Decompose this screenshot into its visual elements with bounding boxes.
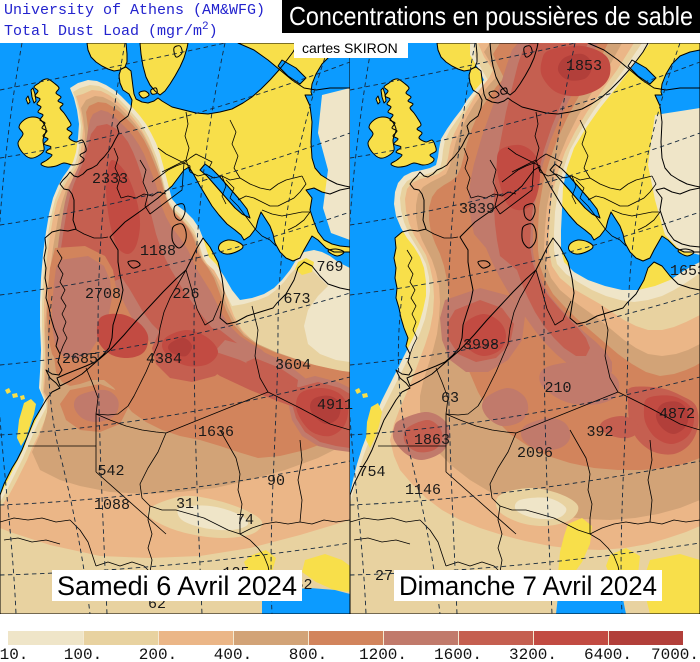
svg-text:226: 226 (172, 286, 199, 303)
svg-text:1600.: 1600. (434, 646, 482, 662)
svg-text:1200.: 1200. (359, 646, 407, 662)
svg-text:3839: 3839 (459, 201, 495, 218)
svg-text:769: 769 (316, 259, 343, 276)
svg-text:27: 27 (375, 568, 393, 585)
svg-text:cartes SKIRON: cartes SKIRON (302, 40, 398, 56)
svg-text:2708: 2708 (85, 286, 121, 303)
svg-text:4872: 4872 (659, 406, 695, 423)
svg-text:3604: 3604 (275, 357, 311, 374)
svg-text:200.: 200. (139, 646, 177, 662)
svg-text:1146: 1146 (405, 482, 441, 499)
svg-text:210: 210 (544, 380, 571, 397)
svg-text:2685: 2685 (62, 351, 98, 368)
svg-text:1853: 1853 (566, 58, 602, 75)
svg-text:392: 392 (586, 424, 613, 441)
svg-text:673: 673 (283, 291, 310, 308)
svg-text:400.: 400. (214, 646, 252, 662)
svg-text:Samedi 6 Avril 2024: Samedi 6 Avril 2024 (57, 571, 297, 601)
svg-text:6400.: 6400. (584, 646, 632, 662)
svg-text:3998: 3998 (463, 337, 499, 354)
svg-text:1636: 1636 (198, 424, 234, 441)
svg-text:University of Athens (AM&WFG): University of Athens (AM&WFG) (4, 2, 265, 19)
svg-text:754: 754 (358, 464, 385, 481)
svg-text:Concentrations en poussières d: Concentrations en poussières de sable (289, 1, 693, 31)
svg-text:3200.: 3200. (509, 646, 557, 662)
svg-text:2333: 2333 (92, 171, 128, 188)
svg-text:800.: 800. (289, 646, 327, 662)
svg-text:1088: 1088 (94, 497, 130, 514)
svg-text:31: 31 (176, 496, 194, 513)
svg-text:90: 90 (267, 473, 285, 490)
svg-text:63: 63 (441, 390, 459, 407)
svg-text:2096: 2096 (517, 445, 553, 462)
svg-text:7000.: 7000. (651, 646, 699, 662)
svg-text:74: 74 (236, 512, 254, 529)
svg-text:Dimanche 7 Avril 2024: Dimanche 7 Avril 2024 (399, 571, 657, 601)
svg-text:1188: 1188 (140, 243, 176, 260)
svg-text:4911: 4911 (317, 397, 353, 414)
svg-text:10.: 10. (0, 646, 28, 662)
svg-text:100.: 100. (64, 646, 102, 662)
svg-text:1863: 1863 (414, 432, 450, 449)
svg-text:4384: 4384 (146, 351, 182, 368)
svg-text:542: 542 (97, 463, 124, 480)
svg-text:Total Dust Load (mgr/m2): Total Dust Load (mgr/m2) (4, 21, 218, 40)
